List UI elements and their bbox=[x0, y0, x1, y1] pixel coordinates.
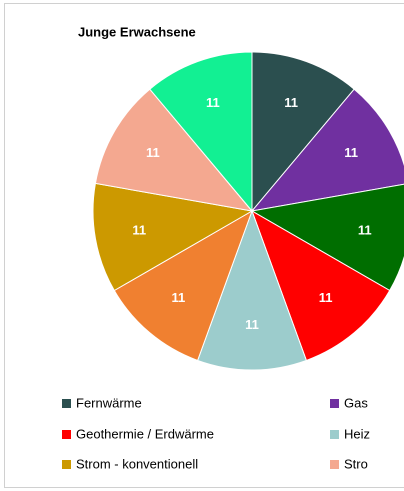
pie-slice bbox=[251, 51, 355, 213]
legend-label: Gas bbox=[344, 395, 368, 410]
legend-swatch bbox=[330, 460, 339, 469]
pie-slice bbox=[92, 182, 254, 292]
legend-swatch bbox=[62, 460, 71, 469]
legend-swatch bbox=[330, 399, 339, 408]
data-label: 11 bbox=[146, 145, 160, 160]
data-label: 11 bbox=[319, 290, 333, 305]
pie-slice bbox=[250, 88, 404, 212]
chart-title: Junge Erwachsene bbox=[78, 24, 196, 39]
data-label: 11 bbox=[358, 222, 372, 237]
legend-label: Fernwärme bbox=[76, 395, 142, 410]
legend-swatch bbox=[62, 430, 71, 439]
pie-slice bbox=[250, 183, 404, 292]
chart-frame bbox=[4, 3, 404, 488]
data-label: 11 bbox=[172, 290, 186, 305]
legend-label: Geothermie / Erdwärme bbox=[76, 426, 214, 441]
pie-slice bbox=[149, 51, 253, 213]
data-label: 11 bbox=[344, 145, 358, 160]
legend-label: Strom - konventionell bbox=[76, 456, 198, 471]
pie-slice bbox=[196, 209, 308, 371]
legend-swatch bbox=[62, 399, 71, 408]
legend-label: Stro bbox=[344, 456, 368, 471]
legend-label: Heiz bbox=[344, 426, 370, 441]
pie-slice bbox=[94, 88, 254, 212]
data-label: 11 bbox=[245, 317, 259, 332]
legend-swatch bbox=[330, 430, 339, 439]
data-label: 11 bbox=[206, 95, 220, 110]
pie-slice bbox=[251, 209, 391, 362]
pie-slice bbox=[113, 209, 253, 362]
data-label: 11 bbox=[284, 95, 298, 110]
data-label: 11 bbox=[132, 222, 146, 237]
